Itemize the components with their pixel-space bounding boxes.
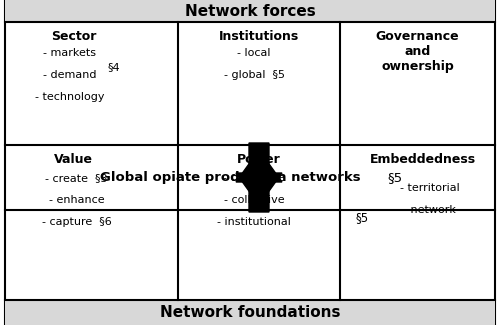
Text: - technology: - technology bbox=[35, 92, 104, 102]
Text: Network forces: Network forces bbox=[184, 4, 316, 19]
Text: Network foundations: Network foundations bbox=[160, 305, 340, 320]
Text: Institutions: Institutions bbox=[219, 30, 299, 43]
Text: - local: - local bbox=[238, 48, 271, 58]
Text: - corporate: - corporate bbox=[223, 173, 285, 183]
Text: - territorial: - territorial bbox=[400, 183, 460, 193]
Text: Embeddedness: Embeddedness bbox=[370, 153, 476, 166]
Polygon shape bbox=[236, 150, 282, 212]
Text: Value: Value bbox=[54, 153, 93, 166]
Text: - collective: - collective bbox=[224, 195, 284, 205]
Text: §5: §5 bbox=[388, 171, 402, 184]
Text: - institutional: - institutional bbox=[217, 217, 291, 227]
Text: - network: - network bbox=[403, 205, 456, 215]
Bar bbox=[5, 0, 495, 22]
Text: §4: §4 bbox=[107, 62, 120, 72]
Text: Power: Power bbox=[237, 153, 281, 166]
Text: - markets: - markets bbox=[43, 48, 96, 58]
Polygon shape bbox=[236, 143, 282, 205]
Text: - global  §5: - global §5 bbox=[224, 70, 284, 80]
Bar bbox=[5, 300, 495, 325]
Text: §5: §5 bbox=[356, 211, 368, 224]
Text: - demand: - demand bbox=[43, 70, 96, 80]
Text: Global opiate production networks: Global opiate production networks bbox=[100, 171, 360, 184]
Text: - enhance: - enhance bbox=[48, 195, 104, 205]
Text: Sector: Sector bbox=[51, 30, 96, 43]
Text: - capture  §6: - capture §6 bbox=[42, 217, 112, 227]
Text: Governance
and
ownership: Governance and ownership bbox=[376, 30, 460, 73]
Text: - create  §3: - create §3 bbox=[45, 173, 108, 183]
